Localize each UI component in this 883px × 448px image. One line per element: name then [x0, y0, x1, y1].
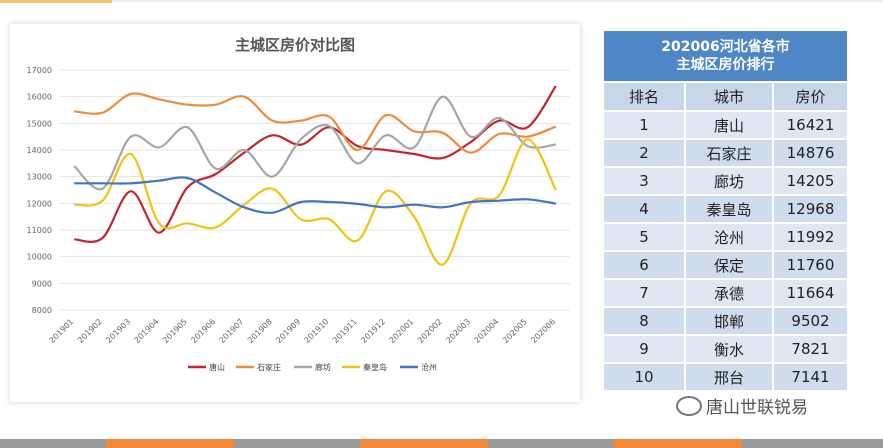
price-cell: 14205	[774, 168, 849, 196]
city-cell: 邢台	[686, 364, 774, 392]
city-cell: 唐山	[686, 112, 774, 140]
footer-accent	[106, 439, 234, 448]
y-tick-label: 12000	[27, 199, 52, 208]
watermark: 唐山世联锐易	[676, 393, 808, 418]
rank-cell: 10	[604, 364, 686, 392]
y-tick-label: 10000	[27, 253, 52, 262]
rank-cell: 9	[604, 336, 686, 364]
x-tick-label: 201904	[133, 317, 161, 345]
footer-accent	[360, 439, 488, 448]
table-row: 2 石家庄 14876	[604, 140, 849, 168]
table-row: 6 保定 11760	[604, 252, 849, 280]
city-cell: 秦皇岛	[686, 196, 774, 224]
header-city: 城市	[686, 83, 774, 112]
x-tick-label: 202001	[388, 317, 416, 345]
x-tick-label: 201905	[161, 317, 189, 345]
header-price: 房价	[774, 83, 849, 112]
series-line-秦皇岛	[74, 138, 557, 266]
chart-title: 主城区房价对比图	[235, 36, 355, 54]
rank-cell: 4	[604, 196, 686, 224]
footer-accent	[614, 439, 742, 448]
series-line-廊坊	[73, 95, 556, 191]
x-tick-label: 201911	[331, 317, 359, 345]
x-tick-label: 201908	[246, 317, 274, 345]
city-cell: 廊坊	[686, 168, 774, 196]
y-tick-label: 8000	[32, 306, 52, 315]
table-header-row: 排名 城市 房价	[604, 83, 849, 112]
header-rank: 排名	[604, 83, 686, 112]
table-row: 10 邢台 7141	[604, 364, 849, 392]
y-tick-label: 14000	[27, 146, 52, 155]
city-cell: 衡水	[686, 336, 774, 364]
table-title-line1: 202006河北省各市	[661, 39, 790, 55]
rank-cell: 8	[604, 308, 686, 336]
x-tick-label: 201902	[76, 317, 104, 345]
city-cell: 保定	[686, 252, 774, 280]
legend-label: 秦皇岛	[363, 362, 387, 372]
rank-cell: 3	[604, 168, 686, 196]
y-tick-label: 16000	[27, 93, 52, 102]
x-tick-label: 201912	[359, 317, 387, 345]
x-tick-label: 202004	[473, 317, 501, 345]
rank-cell: 6	[604, 252, 686, 280]
price-cell: 11664	[774, 280, 849, 308]
table-row: 3 廊坊 14205	[604, 168, 849, 196]
price-ranking-table: 202006河北省各市 主城区房价排行 排名 城市 房价 1 唐山 16421 2 石家…	[604, 31, 849, 392]
table-row: 7 承德 11664	[604, 280, 849, 308]
legend-label: 石家庄	[257, 362, 281, 372]
y-tick-label: 15000	[27, 119, 52, 128]
table-row: 8 邯郸 9502	[604, 308, 849, 336]
x-tick-label: 202006	[529, 317, 557, 345]
city-cell: 沧州	[686, 224, 774, 252]
y-tick-label: 9000	[32, 279, 52, 288]
rank-cell: 7	[604, 280, 686, 308]
y-tick-label: 13000	[27, 173, 52, 182]
table-title: 202006河北省各市 主城区房价排行	[604, 31, 849, 83]
rank-cell: 2	[604, 140, 686, 168]
city-cell: 石家庄	[686, 140, 774, 168]
table-row: 1 唐山 16421	[604, 112, 849, 140]
x-tick-label: 201910	[303, 317, 331, 345]
table-title-line2: 主城区房价排行	[676, 57, 775, 73]
wechat-icon	[676, 396, 702, 416]
y-tick-label: 17000	[27, 66, 52, 75]
rank-cell: 5	[604, 224, 686, 252]
top-accent-bar	[0, 0, 112, 3]
x-tick-label: 202002	[416, 317, 444, 345]
x-tick-label: 201901	[48, 317, 76, 345]
price-line-chart: 主城区房价对比图 8000 9000 10000 11000 12000 13000 1400…	[27, 36, 570, 372]
table-title-row: 202006河北省各市 主城区房价排行	[604, 31, 849, 83]
price-cell: 7821	[774, 336, 849, 364]
price-cell: 11760	[774, 252, 849, 280]
table-row: 5 沧州 11992	[604, 224, 849, 252]
x-tick-label: 201909	[274, 317, 302, 345]
city-cell: 邯郸	[686, 308, 774, 336]
rank-cell: 1	[604, 112, 686, 140]
table-row: 4 秦皇岛 12968	[604, 196, 849, 224]
y-tick-label: 11000	[27, 226, 52, 235]
series-line-沧州	[74, 176, 557, 214]
watermark-text: 唐山世联锐易	[706, 398, 808, 418]
price-cell: 11992	[774, 224, 849, 252]
x-tick-label: 201906	[189, 317, 217, 345]
legend-label: 廊坊	[315, 362, 331, 372]
series-line-唐山	[74, 85, 557, 243]
top-divider	[0, 0, 883, 2]
price-cell: 16421	[774, 112, 849, 140]
city-cell: 承德	[686, 280, 774, 308]
x-tick-label: 202003	[444, 317, 472, 345]
legend-label: 沧州	[421, 362, 437, 372]
price-cell: 7141	[774, 364, 849, 392]
price-cell: 12968	[774, 196, 849, 224]
series-line-石家庄	[74, 92, 557, 154]
price-cell: 9502	[774, 308, 849, 336]
price-cell: 14876	[774, 140, 849, 168]
x-tick-label: 201907	[218, 317, 246, 345]
x-tick-label: 202005	[501, 317, 529, 345]
x-tick-label: 201903	[104, 317, 132, 345]
legend-label: 唐山	[209, 362, 225, 372]
table-row: 9 衡水 7821	[604, 336, 849, 364]
